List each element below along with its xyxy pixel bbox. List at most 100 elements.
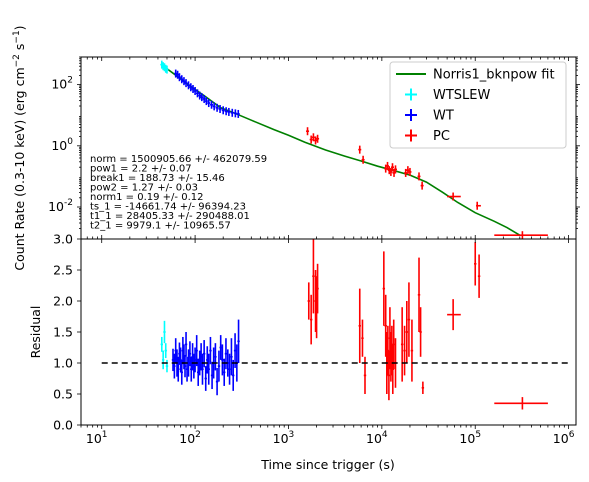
residual-y-tick-label: 1.5 (53, 325, 73, 340)
legend-label: Norris1_bknpow fit (433, 68, 555, 83)
wtslew-residual-point (165, 359, 169, 373)
wt-residual-point (173, 353, 176, 379)
pc-residual-point (384, 294, 387, 357)
pc-flux-point (309, 135, 313, 144)
model-fit-line (162, 64, 521, 236)
wt-flux-point (221, 106, 225, 115)
legend-label: WTSLEW (433, 88, 491, 103)
time-axis-title: Time since trigger (s) (260, 457, 394, 472)
wt-flux-point (182, 77, 186, 86)
pc-residual-point (405, 301, 408, 363)
pc-residual-point (421, 381, 425, 394)
pc-flux-point (393, 165, 397, 174)
wt-flux-point (189, 83, 193, 92)
wtslew-flux-point (165, 65, 169, 74)
pc-residual-point (361, 319, 364, 357)
pc-flux-point (314, 136, 318, 145)
wt-flux-point (195, 89, 199, 98)
pc-residual-point (400, 307, 404, 382)
residual-y-tick-label: 2.5 (53, 263, 73, 278)
wtslew-residual-point (160, 336, 164, 352)
wt-flux-point (236, 109, 240, 118)
wt-residual-point (183, 354, 187, 378)
wt-flux-point (187, 81, 191, 90)
pc-residual-point (382, 251, 386, 326)
pc-residual-point (477, 254, 481, 298)
fit-parameter-line: ts_1 = -14661.74 +/- 96394.23 (90, 202, 246, 213)
wt-residual-point (209, 336, 212, 365)
pc-flux-point (390, 163, 394, 172)
wt-flux-point (193, 86, 197, 95)
pc-flux-point (417, 172, 421, 181)
wt-flux-point (177, 73, 181, 82)
fit-parameter-line: norm = 1500905.66 +/- 462079.59 (90, 154, 267, 165)
pc-flux-point (447, 192, 461, 201)
wt-residual-point (233, 333, 237, 368)
wt-flux-point (227, 107, 231, 116)
legend-label: PC (433, 129, 450, 144)
wt-flux-point (180, 75, 184, 84)
pc-residual-point (417, 257, 421, 332)
wt-residual-point (204, 366, 207, 391)
wt-residual-point (230, 338, 233, 376)
fit-parameter-line: break1 = 188.73 +/- 15.46 (90, 173, 225, 184)
wt-flux-point (198, 91, 202, 100)
residual-axis-title: Residual (28, 306, 43, 359)
pc-residual-point (447, 299, 461, 331)
wt-residual-point (188, 341, 192, 367)
pc-flux-point (389, 167, 393, 176)
wt-residual-point (217, 350, 221, 382)
wt-residual-point (214, 343, 217, 371)
pc-residual-point (403, 325, 406, 376)
fit-parameter-line: norm1 = 0.19 +/- 0.12 (90, 192, 203, 203)
legend-box (389, 61, 567, 149)
pc-flux-point (494, 231, 548, 239)
residual-y-tick-label: 0.0 (53, 418, 73, 433)
pc-residual-point (392, 319, 395, 370)
wt-flux-point (202, 94, 206, 103)
flux-axis-title: Count Rate (0.3-10 keV) (erg cm−2 s−1) (12, 25, 27, 270)
residual-y-tick-label: 1.0 (53, 356, 73, 371)
wt-residual-point (180, 359, 183, 385)
wt-flux-point (200, 93, 204, 102)
pc-residual-point (419, 307, 422, 357)
pc-flux-point (404, 168, 408, 177)
wt-residual-point (237, 319, 240, 363)
wt-residual-point (184, 332, 188, 357)
fit-parameter-line: pow2 = 1.27 +/- 0.03 (90, 183, 198, 194)
legend-label: WT (433, 109, 454, 124)
wt-flux-point (218, 104, 222, 113)
pc-residual-point (410, 319, 414, 382)
pc-flux-point (361, 155, 365, 164)
wt-residual-point (228, 353, 231, 385)
wt-residual-point (201, 353, 204, 385)
fit-parameter-line: t1_1 = 28405.33 +/- 290488.01 (90, 211, 250, 222)
pc-flux-point (386, 161, 390, 170)
flux-panel (80, 56, 577, 240)
wt-flux-point (207, 99, 211, 108)
residual-panel (80, 238, 577, 426)
wt-flux-point (215, 103, 219, 112)
wt-residual-point (232, 359, 235, 391)
wt-flux-point (184, 79, 188, 88)
wt-flux-point (230, 108, 234, 117)
pc-residual-point (312, 239, 315, 314)
pc-flux-point (311, 133, 315, 142)
legend: Norris1_bknpow fit WTSLEW WT PC (389, 61, 567, 149)
wt-residual-point (215, 367, 219, 396)
pc-residual-point (474, 242, 477, 286)
pc-residual-point (387, 350, 391, 401)
pc-residual-point (494, 397, 548, 410)
pc-flux-point (476, 201, 481, 210)
residual-y-tick-label: 2.0 (53, 294, 73, 309)
wt-residual-point (219, 335, 222, 360)
pc-flux-point (358, 145, 362, 154)
wtslew-residual-point (163, 320, 166, 344)
wt-flux-point (204, 97, 208, 106)
wtslew-residual-point (161, 350, 165, 370)
fit-parameter-line: t2_1 = 9979.1 +/- 10965.57 (90, 221, 231, 232)
pc-flux-point (408, 167, 412, 176)
pc-residual-point (309, 294, 313, 345)
